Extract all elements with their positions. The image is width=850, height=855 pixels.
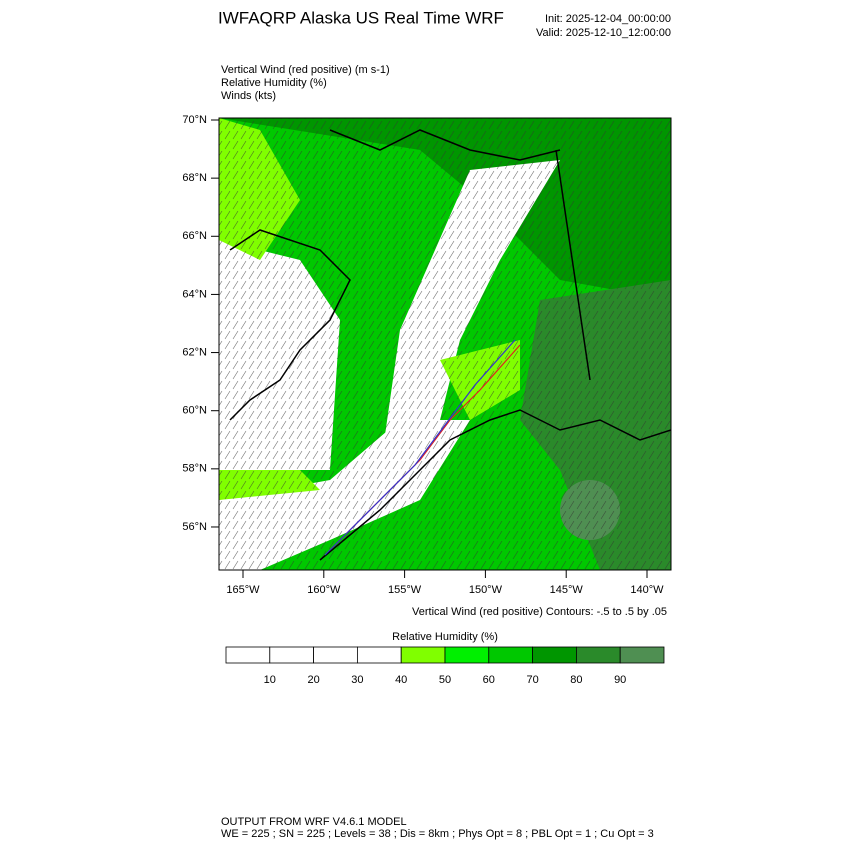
- lat-tick-label: 58°N: [182, 463, 207, 475]
- lat-tick-label: 60°N: [182, 405, 207, 417]
- colorbar-label: 10: [264, 674, 276, 686]
- colorbar-box: [444, 646, 490, 664]
- colorbar-label: 30: [351, 674, 363, 686]
- colorbar-label: 60: [483, 674, 495, 686]
- colorbar-box: [488, 646, 533, 664]
- map-field: [219, 118, 671, 570]
- lon-tick-label: 145°W: [550, 584, 584, 596]
- init-time: Init: 2025-12-04_00:00:00: [545, 13, 671, 25]
- colorbar-label: 70: [526, 674, 538, 686]
- lon-tick-label: 160°W: [307, 584, 341, 596]
- title: IWFAQRP Alaska US Real Time WRF: [218, 8, 504, 27]
- lon-tick-label: 165°W: [226, 584, 260, 596]
- colorbar-label: 40: [395, 674, 407, 686]
- lat-tick-label: 64°N: [182, 288, 207, 300]
- contour-note: Vertical Wind (red positive) Contours: -…: [412, 606, 667, 618]
- colorbar-box: [576, 646, 621, 664]
- colorbar-box: [400, 646, 446, 664]
- footer: OUTPUT FROM WRF V4.6.1 MODEL: [221, 816, 407, 828]
- lat-tick-label: 68°N: [182, 172, 207, 184]
- colorbar-label: 20: [307, 674, 319, 686]
- lon-tick-label: 150°W: [469, 584, 503, 596]
- colorbar-box: [313, 646, 358, 664]
- lat-tick-label: 56°N: [182, 521, 207, 533]
- footer: WE = 225 ; SN = 225 ; Levels = 38 ; Dis …: [221, 828, 654, 840]
- colorbar-label: 50: [439, 674, 451, 686]
- colorbar-label: 90: [614, 674, 626, 686]
- colorbar-box: [225, 646, 271, 664]
- field-label: Relative Humidity (%): [221, 77, 327, 89]
- lat-tick-label: 62°N: [182, 346, 207, 358]
- lat-tick-label: 66°N: [182, 230, 207, 242]
- lon-tick-label: 140°W: [630, 584, 664, 596]
- colorbar-box: [619, 646, 665, 664]
- colorbar-label: 80: [570, 674, 582, 686]
- colorbar-box: [532, 646, 577, 664]
- lat-tick-label: 70°N: [182, 114, 207, 126]
- map-frame: [218, 117, 672, 571]
- colorbar-title: Relative Humidity (%): [392, 631, 498, 643]
- lon-tick-label: 155°W: [388, 584, 422, 596]
- colorbar-box: [356, 646, 402, 664]
- field-label: Winds (kts): [221, 90, 276, 102]
- field-label: Vertical Wind (red positive) (m s-1): [221, 64, 390, 76]
- valid-time: Valid: 2025-12-10_12:00:00: [536, 27, 671, 39]
- colorbar-box: [269, 646, 314, 664]
